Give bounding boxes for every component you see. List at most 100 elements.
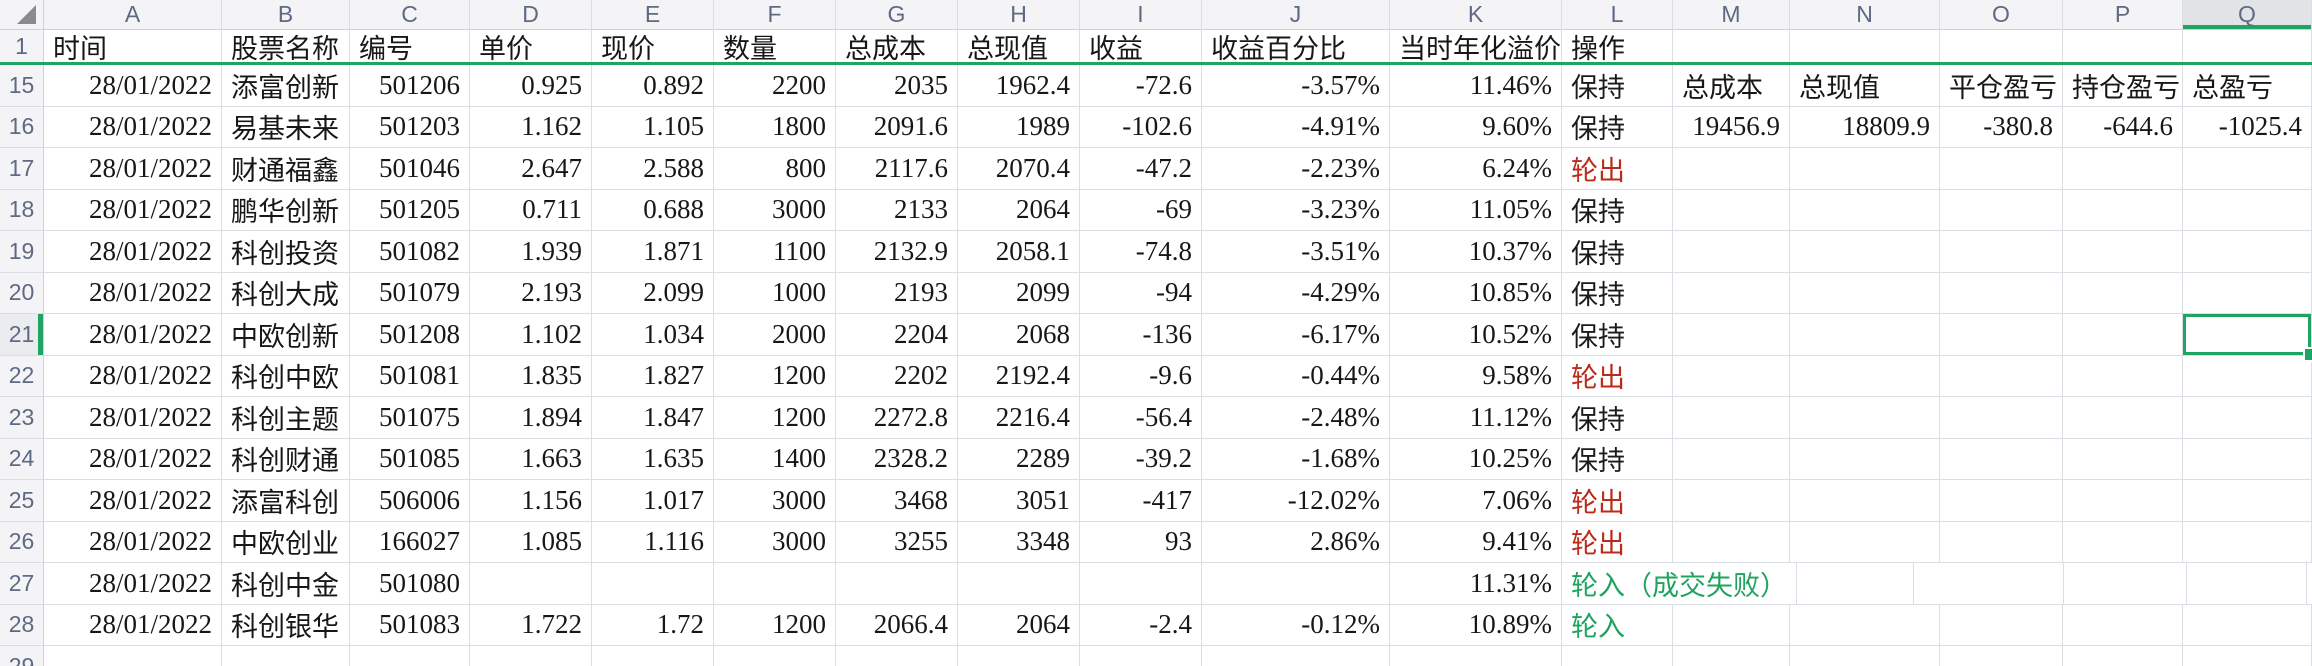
cell-B21[interactable]: 中欧创新 <box>222 314 350 356</box>
cell-Q25[interactable] <box>2183 480 2312 522</box>
cell-C24[interactable]: 501085 <box>350 438 470 480</box>
cell-B23[interactable]: 科创主题 <box>222 397 350 439</box>
row-header-18[interactable]: 18 <box>0 189 44 231</box>
cell-H27[interactable] <box>958 563 1080 605</box>
cell-Q29[interactable] <box>2183 646 2312 666</box>
cell-L22[interactable]: 轮出 <box>1562 355 1673 397</box>
cell-O23[interactable] <box>1940 397 2063 439</box>
cell-J24[interactable]: -1.68% <box>1202 438 1390 480</box>
select-all-corner[interactable] <box>0 0 44 30</box>
row-header-21[interactable]: 21 <box>0 314 44 356</box>
cell-A24[interactable]: 28/01/2022 <box>44 438 222 480</box>
cell-G24[interactable]: 2328.2 <box>836 438 958 480</box>
cell-M28[interactable] <box>1673 604 1790 646</box>
cell-O15[interactable]: 平仓盈亏 <box>1940 65 2063 107</box>
cell-J29[interactable] <box>1202 646 1390 666</box>
cell-I21[interactable]: -136 <box>1080 314 1202 356</box>
cell-I24[interactable]: -39.2 <box>1080 438 1202 480</box>
cell-I29[interactable] <box>1080 646 1202 666</box>
column-header-O[interactable]: O <box>1940 0 2063 30</box>
cell-M22[interactable] <box>1673 355 1790 397</box>
cell-A1[interactable]: 时间 <box>44 30 222 62</box>
column-header-I[interactable]: I <box>1080 0 1202 30</box>
cell-E27[interactable] <box>592 563 714 605</box>
cell-O26[interactable] <box>1940 521 2063 563</box>
cell-G18[interactable]: 2133 <box>836 189 958 231</box>
cell-C23[interactable]: 501075 <box>350 397 470 439</box>
cell-N21[interactable] <box>1790 314 1940 356</box>
selected-cell-Q21[interactable] <box>2183 314 2312 362</box>
row-header-23[interactable]: 23 <box>0 397 44 439</box>
cell-P21[interactable] <box>2063 314 2183 356</box>
cell-O18[interactable] <box>1940 189 2063 231</box>
cell-B24[interactable]: 科创财通 <box>222 438 350 480</box>
cell-B18[interactable]: 鹏华创新 <box>222 189 350 231</box>
cell-F23[interactable]: 1200 <box>714 397 836 439</box>
cell-L25[interactable]: 轮出 <box>1562 480 1673 522</box>
cell-H21[interactable]: 2068 <box>958 314 1080 356</box>
cell-A16[interactable]: 28/01/2022 <box>44 106 222 148</box>
column-header-C[interactable]: C <box>350 0 470 30</box>
cell-Q17[interactable] <box>2183 148 2312 190</box>
cell-L27[interactable]: 轮入（成交失败） <box>1562 563 1797 605</box>
cell-I26[interactable]: 93 <box>1080 521 1202 563</box>
cell-N25[interactable] <box>1790 480 1940 522</box>
cell-N24[interactable] <box>1790 438 1940 480</box>
cell-O19[interactable] <box>1940 231 2063 273</box>
cell-A29[interactable] <box>44 646 222 666</box>
cell-F21[interactable]: 2000 <box>714 314 836 356</box>
cell-K27[interactable]: 11.31% <box>1390 563 1562 605</box>
cell-E16[interactable]: 1.105 <box>592 106 714 148</box>
cell-N20[interactable] <box>1790 272 1940 314</box>
cell-I25[interactable]: -417 <box>1080 480 1202 522</box>
cell-P16[interactable]: -644.6 <box>2063 106 2183 148</box>
cell-N15[interactable]: 总现值 <box>1790 65 1940 107</box>
cell-D17[interactable]: 2.647 <box>470 148 592 190</box>
cell-E22[interactable]: 1.827 <box>592 355 714 397</box>
cell-J21[interactable]: -6.17% <box>1202 314 1390 356</box>
cell-I16[interactable]: -102.6 <box>1080 106 1202 148</box>
cell-J20[interactable]: -4.29% <box>1202 272 1390 314</box>
cell-D19[interactable]: 1.939 <box>470 231 592 273</box>
cell-I17[interactable]: -47.2 <box>1080 148 1202 190</box>
cell-M19[interactable] <box>1673 231 1790 273</box>
cell-G20[interactable]: 2193 <box>836 272 958 314</box>
cell-M17[interactable] <box>1673 148 1790 190</box>
cell-E1[interactable]: 现价 <box>592 30 714 62</box>
cell-D28[interactable]: 1.722 <box>470 604 592 646</box>
cell-J27[interactable] <box>1202 563 1390 605</box>
cell-L15[interactable]: 保持 <box>1562 65 1673 107</box>
cell-M15[interactable]: 总成本 <box>1673 65 1790 107</box>
cell-G21[interactable]: 2204 <box>836 314 958 356</box>
cell-A15[interactable]: 28/01/2022 <box>44 65 222 107</box>
cell-J23[interactable]: -2.48% <box>1202 397 1390 439</box>
cell-A27[interactable]: 28/01/2022 <box>44 563 222 605</box>
cell-A17[interactable]: 28/01/2022 <box>44 148 222 190</box>
column-header-F[interactable]: F <box>714 0 836 30</box>
cell-I28[interactable]: -2.4 <box>1080 604 1202 646</box>
cell-C26[interactable]: 166027 <box>350 521 470 563</box>
cell-C25[interactable]: 506006 <box>350 480 470 522</box>
cell-N28[interactable] <box>1790 604 1940 646</box>
cell-L16[interactable]: 保持 <box>1562 106 1673 148</box>
cell-N17[interactable] <box>1790 148 1940 190</box>
cell-K19[interactable]: 10.37% <box>1390 231 1562 273</box>
cell-D25[interactable]: 1.156 <box>470 480 592 522</box>
cell-K25[interactable]: 7.06% <box>1390 480 1562 522</box>
cell-G16[interactable]: 2091.6 <box>836 106 958 148</box>
column-header-H[interactable]: H <box>958 0 1080 30</box>
cell-F16[interactable]: 1800 <box>714 106 836 148</box>
cell-D29[interactable] <box>470 646 592 666</box>
cell-G25[interactable]: 3468 <box>836 480 958 522</box>
cell-J1[interactable]: 收益百分比 <box>1202 30 1390 62</box>
cell-I27[interactable] <box>1080 563 1202 605</box>
cell-K29[interactable] <box>1390 646 1562 666</box>
row-header-17[interactable]: 17 <box>0 148 44 190</box>
cell-B29[interactable] <box>222 646 350 666</box>
cell-E21[interactable]: 1.034 <box>592 314 714 356</box>
cell-E29[interactable] <box>592 646 714 666</box>
row-header-26[interactable]: 26 <box>0 521 44 563</box>
cell-Q23[interactable] <box>2183 397 2312 439</box>
cell-I23[interactable]: -56.4 <box>1080 397 1202 439</box>
cell-G28[interactable]: 2066.4 <box>836 604 958 646</box>
